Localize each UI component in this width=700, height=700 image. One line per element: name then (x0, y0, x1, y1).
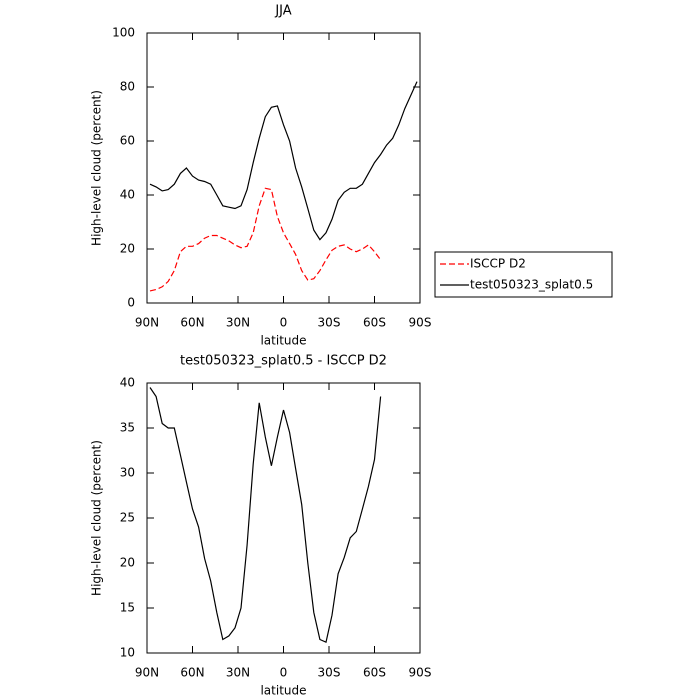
y-tick-label: 100 (112, 26, 135, 40)
y-tick-label: 10 (120, 646, 135, 660)
y-tick-label: 60 (120, 134, 135, 148)
x-tick-label: 0 (280, 666, 288, 680)
chart-title: JJA (274, 4, 291, 19)
x-axis-label: latitude (260, 334, 306, 348)
data-line (149, 81, 418, 241)
legend-box (434, 251, 613, 298)
x-axis-label: latitude (260, 684, 306, 698)
y-tick-label: 40 (120, 376, 135, 390)
y-tick-label: 30 (120, 466, 135, 480)
plot-frame (146, 32, 421, 304)
x-tick-label: 90S (409, 666, 432, 680)
legend-label: test050323_splat0.5 (470, 278, 593, 292)
y-tick-label: 0 (127, 296, 135, 310)
x-tick-label: 60N (180, 316, 204, 330)
x-tick-label: 90N (135, 666, 159, 680)
x-tick-label: 0 (280, 316, 288, 330)
x-tick-label: 90N (135, 316, 159, 330)
x-tick-label: 30S (318, 666, 341, 680)
x-tick-label: 60S (363, 316, 386, 330)
y-tick-label: 20 (120, 242, 135, 256)
y-tick-label: 25 (120, 511, 135, 525)
x-tick-label: 30N (226, 666, 250, 680)
x-tick-label: 30S (318, 316, 341, 330)
y-tick-label: 40 (120, 188, 135, 202)
y-tick-label: 35 (120, 421, 135, 435)
y-axis-label: High-level cloud (percent) (90, 90, 104, 246)
y-axis-label: High-level cloud (percent) (90, 440, 104, 596)
data-line (149, 387, 382, 644)
y-tick-label: 15 (120, 601, 135, 615)
y-tick-label: 80 (120, 80, 135, 94)
x-tick-label: 60N (180, 666, 204, 680)
x-tick-label: 60S (363, 666, 386, 680)
plot-frame (146, 382, 421, 654)
x-tick-label: 30N (226, 316, 250, 330)
x-tick-label: 90S (409, 316, 432, 330)
y-tick-label: 20 (120, 556, 135, 570)
data-line (149, 187, 382, 292)
legend-label: ISCCP D2 (470, 257, 526, 271)
chart-title: test050323_splat0.5 - ISCCP D2 (180, 354, 387, 369)
